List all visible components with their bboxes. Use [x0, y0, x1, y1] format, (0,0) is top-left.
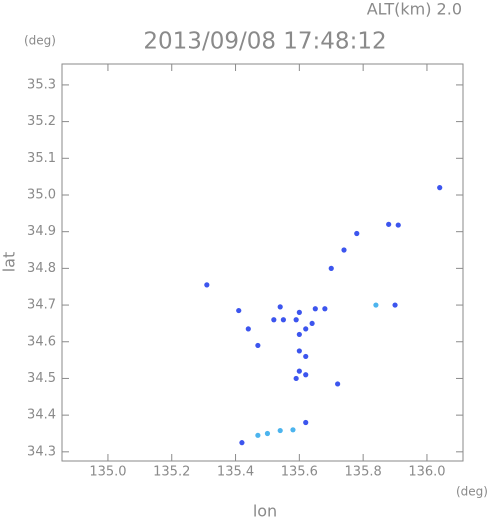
echo-point	[386, 221, 392, 227]
echo-point	[303, 326, 309, 332]
y-tick-label: 35.3	[27, 77, 56, 92]
y-tick-label: 34.6	[27, 334, 56, 349]
x-tick-label: 135.6	[281, 465, 318, 480]
echo-point	[354, 230, 360, 237]
x-tick-label: 135.0	[89, 465, 126, 480]
plot-frame	[61, 63, 464, 462]
echo-point	[264, 430, 271, 437]
x-tick-label: 135.2	[153, 465, 190, 480]
chart-subtitle: ALT(km) 2.0	[367, 0, 462, 19]
y-tick-label: 34.9	[27, 224, 56, 239]
echo-point	[245, 326, 251, 332]
echo-point	[293, 375, 299, 382]
y-tick-label: 34.5	[27, 371, 56, 386]
echo-point	[255, 432, 261, 438]
echo-point	[309, 320, 315, 327]
echo-point	[373, 302, 379, 308]
echo-point	[239, 440, 245, 446]
echo-point	[303, 419, 309, 426]
y-tick-label: 34.7	[27, 298, 56, 313]
echo-point	[303, 372, 309, 378]
x-tick-label: 135.8	[345, 465, 382, 480]
y-tick-label: 35.0	[27, 187, 56, 202]
echo-point	[293, 317, 299, 323]
echo-point	[296, 348, 302, 354]
echo-point	[204, 282, 210, 288]
echo-point	[322, 306, 328, 312]
echo-point	[392, 302, 398, 308]
echo-point	[395, 222, 401, 228]
y-tick-label: 35.2	[27, 114, 56, 129]
y-tick-label: 34.8	[27, 261, 56, 276]
y-axis-label: lat	[0, 252, 19, 273]
echo-point	[341, 247, 347, 253]
chart-title: 2013/09/08 17:48:12	[143, 29, 386, 55]
x-tick-label: 136.0	[408, 465, 445, 480]
y-unit: (deg)	[24, 34, 56, 48]
echo-point	[328, 265, 334, 271]
echo-point	[437, 185, 443, 191]
x-tick-label: 135.4	[217, 465, 254, 480]
echo-point	[335, 381, 341, 387]
echo-point	[277, 304, 283, 310]
echo-point	[296, 309, 302, 316]
echo-point	[280, 317, 286, 323]
echo-point	[255, 342, 261, 349]
echo-point	[296, 331, 302, 338]
echo-point	[303, 353, 309, 360]
echo-point	[277, 427, 283, 434]
echo-point	[290, 427, 296, 433]
echo-point	[296, 368, 302, 374]
y-tick-label: 35.1	[27, 151, 56, 166]
x-unit: (deg)	[456, 485, 488, 499]
echo-point	[312, 306, 318, 312]
y-tick-label: 34.4	[27, 408, 56, 423]
x-axis-label: lon	[253, 502, 277, 521]
echo-point	[236, 307, 242, 314]
y-tick-label: 34.3	[27, 444, 56, 459]
echo-point	[271, 317, 277, 323]
